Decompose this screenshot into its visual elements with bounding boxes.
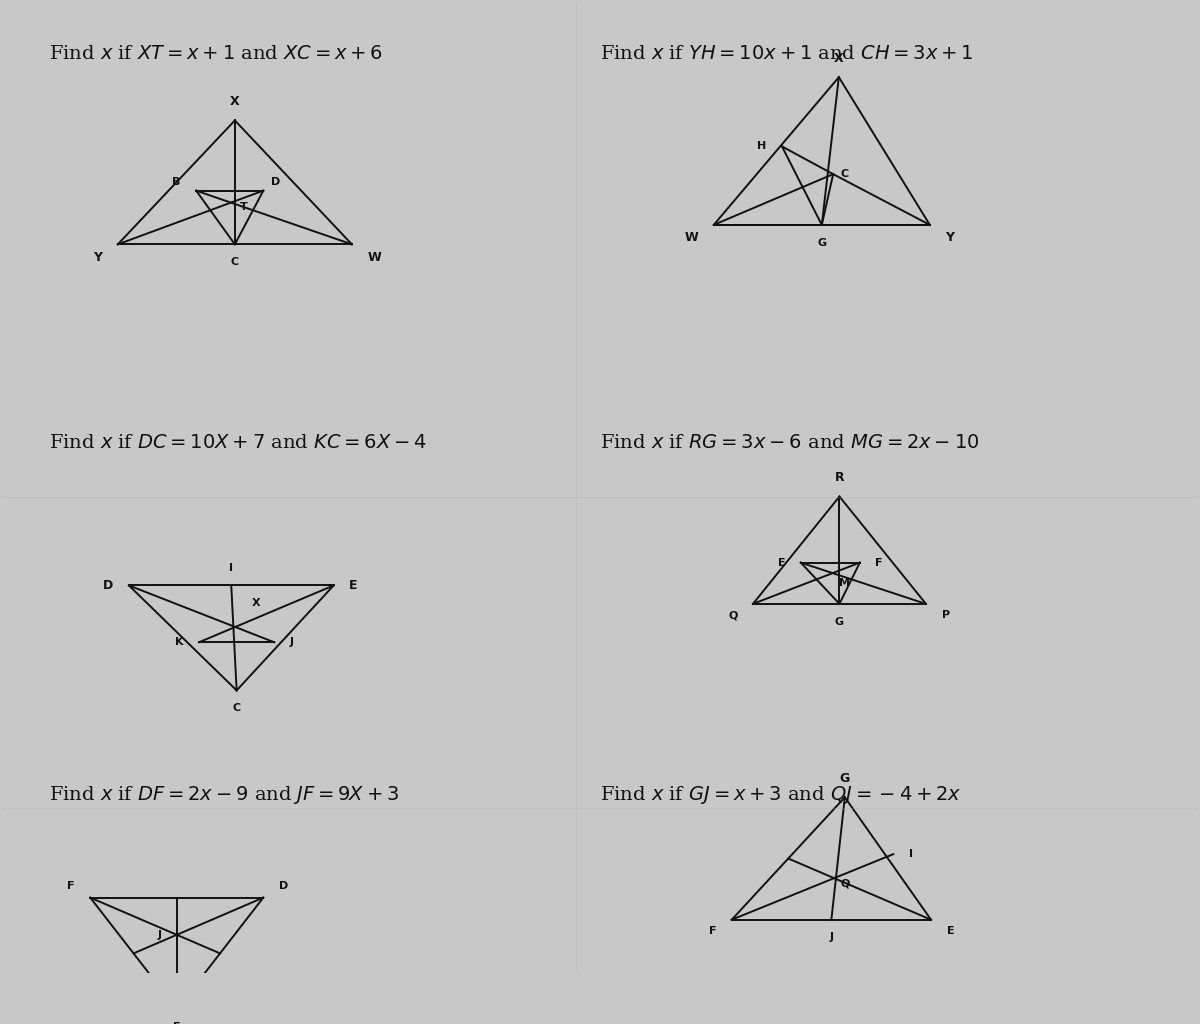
Text: C: C (233, 703, 241, 713)
Text: Q: Q (840, 879, 850, 888)
Text: Find $x$ if $DF=2x-9$ and $JF=9X+3$: Find $x$ if $DF=2x-9$ and $JF=9X+3$ (49, 783, 400, 806)
Text: Y: Y (94, 251, 102, 263)
Text: I: I (229, 563, 233, 572)
Text: Find $x$ if $GJ=x+3$ and $QJ=-4+2x$: Find $x$ if $GJ=x+3$ and $QJ=-4+2x$ (600, 783, 961, 806)
Text: B: B (173, 177, 181, 186)
Text: G: G (840, 772, 850, 784)
Text: X: X (252, 598, 260, 608)
Text: Y: Y (946, 231, 954, 244)
Text: C: C (841, 169, 850, 179)
Text: W: W (684, 231, 698, 244)
Text: R: R (835, 471, 845, 484)
Text: J: J (290, 637, 294, 647)
Text: F: F (875, 558, 883, 567)
Text: C: C (230, 257, 239, 267)
Text: Find $x$ if $DC=10X+7$ and $KC=6X-4$: Find $x$ if $DC=10X+7$ and $KC=6X-4$ (49, 434, 427, 452)
Text: K: K (175, 637, 184, 647)
Text: J: J (829, 933, 833, 942)
Text: E: E (173, 1022, 180, 1024)
Text: X: X (230, 95, 240, 108)
Text: E: E (349, 579, 358, 592)
Text: G: G (817, 238, 827, 248)
Text: W: W (367, 251, 382, 263)
Text: H: H (757, 141, 767, 152)
Text: J: J (157, 930, 161, 940)
Text: G: G (835, 616, 844, 627)
Text: Q: Q (728, 610, 737, 621)
Text: D: D (271, 177, 281, 186)
Text: D: D (103, 579, 113, 592)
Text: P: P (942, 610, 949, 621)
Text: E: E (947, 926, 954, 936)
Text: X: X (834, 51, 844, 65)
Text: Find $x$ if $RG=3x-6$ and $MG=2x-10$: Find $x$ if $RG=3x-6$ and $MG=2x-10$ (600, 434, 979, 452)
Text: D: D (278, 882, 288, 891)
Text: F: F (709, 926, 716, 936)
Text: Find $x$ if $YH=10x+1$ and $CH=3x+1$: Find $x$ if $YH=10x+1$ and $CH=3x+1$ (600, 45, 973, 63)
Text: Find $x$ if $XT=x+1$ and $XC=x+6$: Find $x$ if $XT=x+1$ and $XC=x+6$ (49, 45, 383, 63)
Text: F: F (67, 882, 74, 891)
Text: T: T (240, 202, 247, 212)
Text: M: M (839, 579, 850, 588)
Text: E: E (778, 558, 785, 567)
Text: I: I (908, 849, 913, 859)
